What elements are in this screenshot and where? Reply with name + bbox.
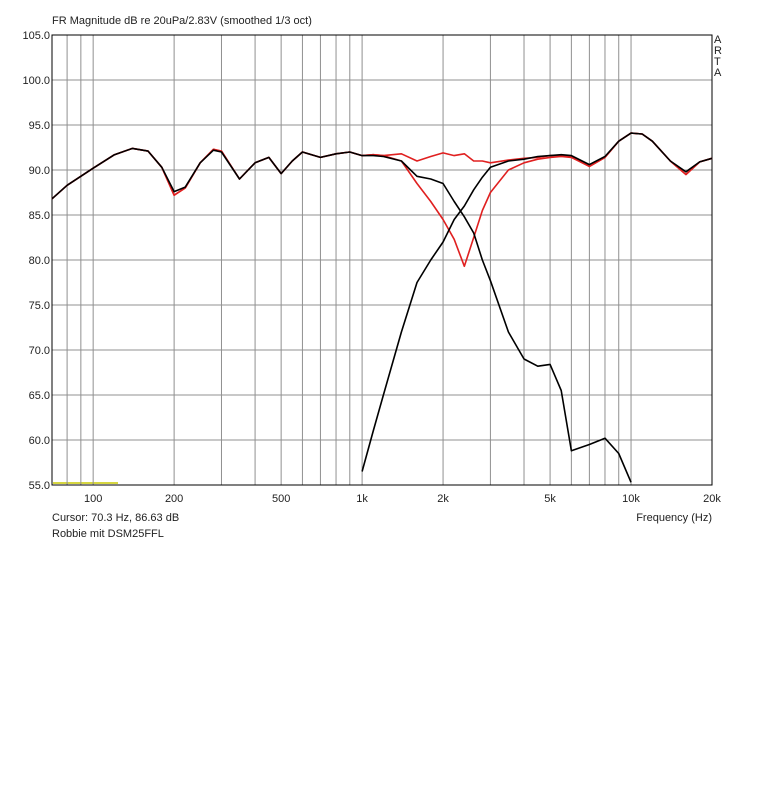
- plot-frame: [51, 34, 713, 486]
- x-axis-label: Frequency (Hz): [636, 512, 712, 524]
- x-tick-label: 200: [165, 493, 183, 505]
- x-tick-label: 100: [84, 493, 102, 505]
- side-label: ARTA: [714, 34, 722, 79]
- x-tick-label: 1k: [356, 493, 368, 505]
- series-line: [361, 132, 713, 472]
- x-tick-label: 10k: [622, 493, 640, 505]
- y-tick-label: 55.0: [29, 480, 50, 492]
- x-tick-label: 500: [272, 493, 290, 505]
- y-tick-label: 70.0: [29, 345, 50, 357]
- x-tick-label: 5k: [544, 493, 556, 505]
- cursor-readout: Cursor: 70.3 Hz, 86.63 dB: [52, 512, 179, 524]
- y-tick-label: 85.0: [29, 210, 50, 222]
- chart-title: FR Magnitude dB re 20uPa/2.83V (smoothed…: [52, 15, 312, 27]
- y-tick-label: 95.0: [29, 120, 50, 132]
- note: Robbie mit DSM25FFL: [52, 528, 164, 540]
- series-line: [51, 132, 713, 268]
- series-line: [51, 132, 713, 200]
- y-tick-label: 75.0: [29, 300, 50, 312]
- x-tick-label: 20k: [703, 493, 721, 505]
- y-tick-label: 60.0: [29, 435, 50, 447]
- y-tick-label: 90.0: [29, 165, 50, 177]
- x-tick-label: 2k: [437, 493, 449, 505]
- series-line: [51, 147, 632, 483]
- y-tick-label: 65.0: [29, 390, 50, 402]
- y-tick-label: 105.0: [22, 30, 50, 42]
- y-tick-label: 100.0: [22, 75, 50, 87]
- y-tick-label: 80.0: [29, 255, 50, 267]
